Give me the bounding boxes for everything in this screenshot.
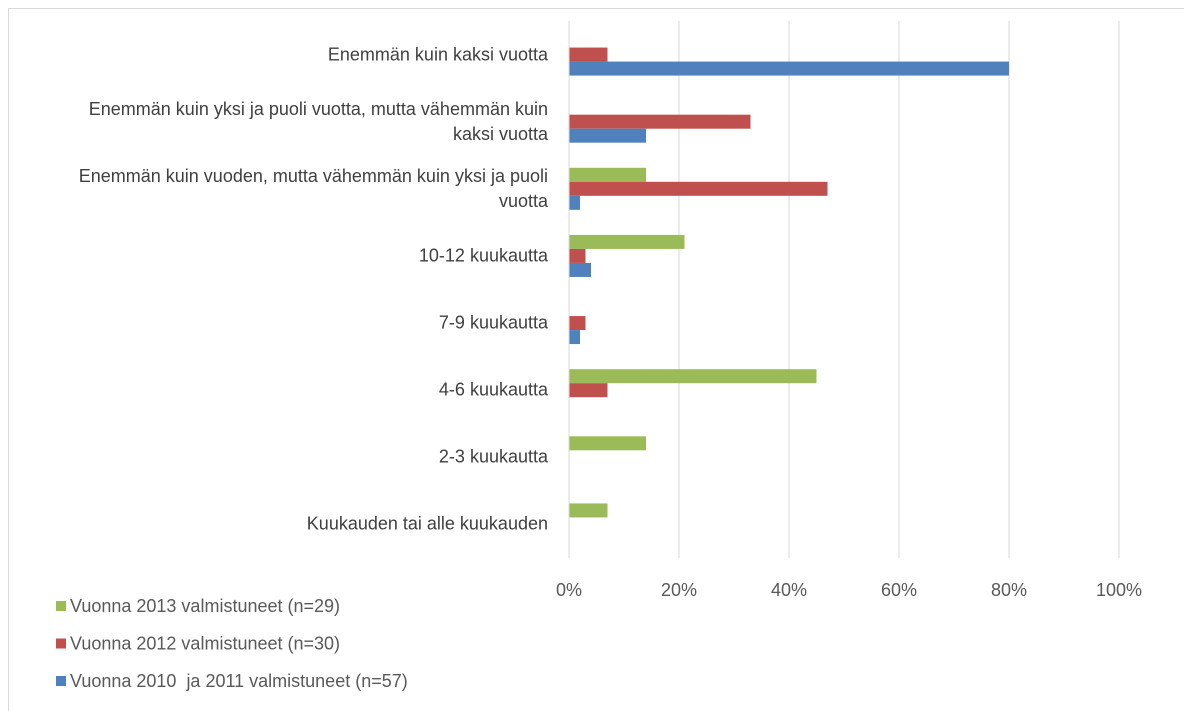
bar (569, 436, 646, 451)
x-tick-label: 60% (881, 580, 917, 600)
legend-swatch (56, 638, 66, 649)
y-tick-label: Kuukauden tai alle kuukauden (306, 513, 548, 534)
bar (569, 195, 580, 210)
y-tick-label: 10-12 kuukautta (418, 245, 548, 266)
y-tick-label: 2-3 kuukautta (438, 446, 548, 467)
y-tick-label: Enemmän kuin yksi ja puoli vuotta, mutta… (88, 98, 548, 144)
x-tick-label: 40% (771, 580, 807, 600)
bar (569, 248, 586, 263)
y-tick-label: 7-9 kuukautta (438, 312, 548, 333)
legend-label: Vuonna 2013 valmistuneet (n=29) (70, 596, 340, 616)
bar (569, 383, 608, 398)
bar (569, 114, 751, 129)
legend-swatch (56, 676, 66, 686)
chart-border (8, 8, 1184, 711)
x-tick-label: 100% (1096, 580, 1142, 600)
bar (569, 330, 580, 345)
x-tick-label: 80% (991, 580, 1027, 600)
y-tick-label: 4-6 kuukautta (438, 379, 548, 400)
bar (569, 503, 608, 518)
bar (569, 181, 828, 196)
bar (569, 369, 817, 384)
y-tick-label: Enemmän kuin kaksi vuotta (327, 44, 548, 65)
bar (569, 47, 608, 62)
legend-label: Vuonna 2012 valmistuneet (n=30) (70, 633, 340, 653)
bar (569, 234, 685, 249)
bar (569, 167, 646, 182)
bar (569, 61, 1009, 76)
legend-swatch (56, 601, 66, 611)
x-tick-label: 0% (556, 580, 582, 600)
x-tick-label: 20% (661, 580, 697, 600)
bar (569, 262, 591, 277)
bar (569, 316, 586, 331)
bar (569, 128, 646, 143)
legend-label: Vuonna 2010 ja 2011 valmistuneet (n=57) (70, 671, 408, 691)
y-tick-label: Enemmän kuin vuoden, mutta vähemmän kuin… (78, 165, 548, 211)
